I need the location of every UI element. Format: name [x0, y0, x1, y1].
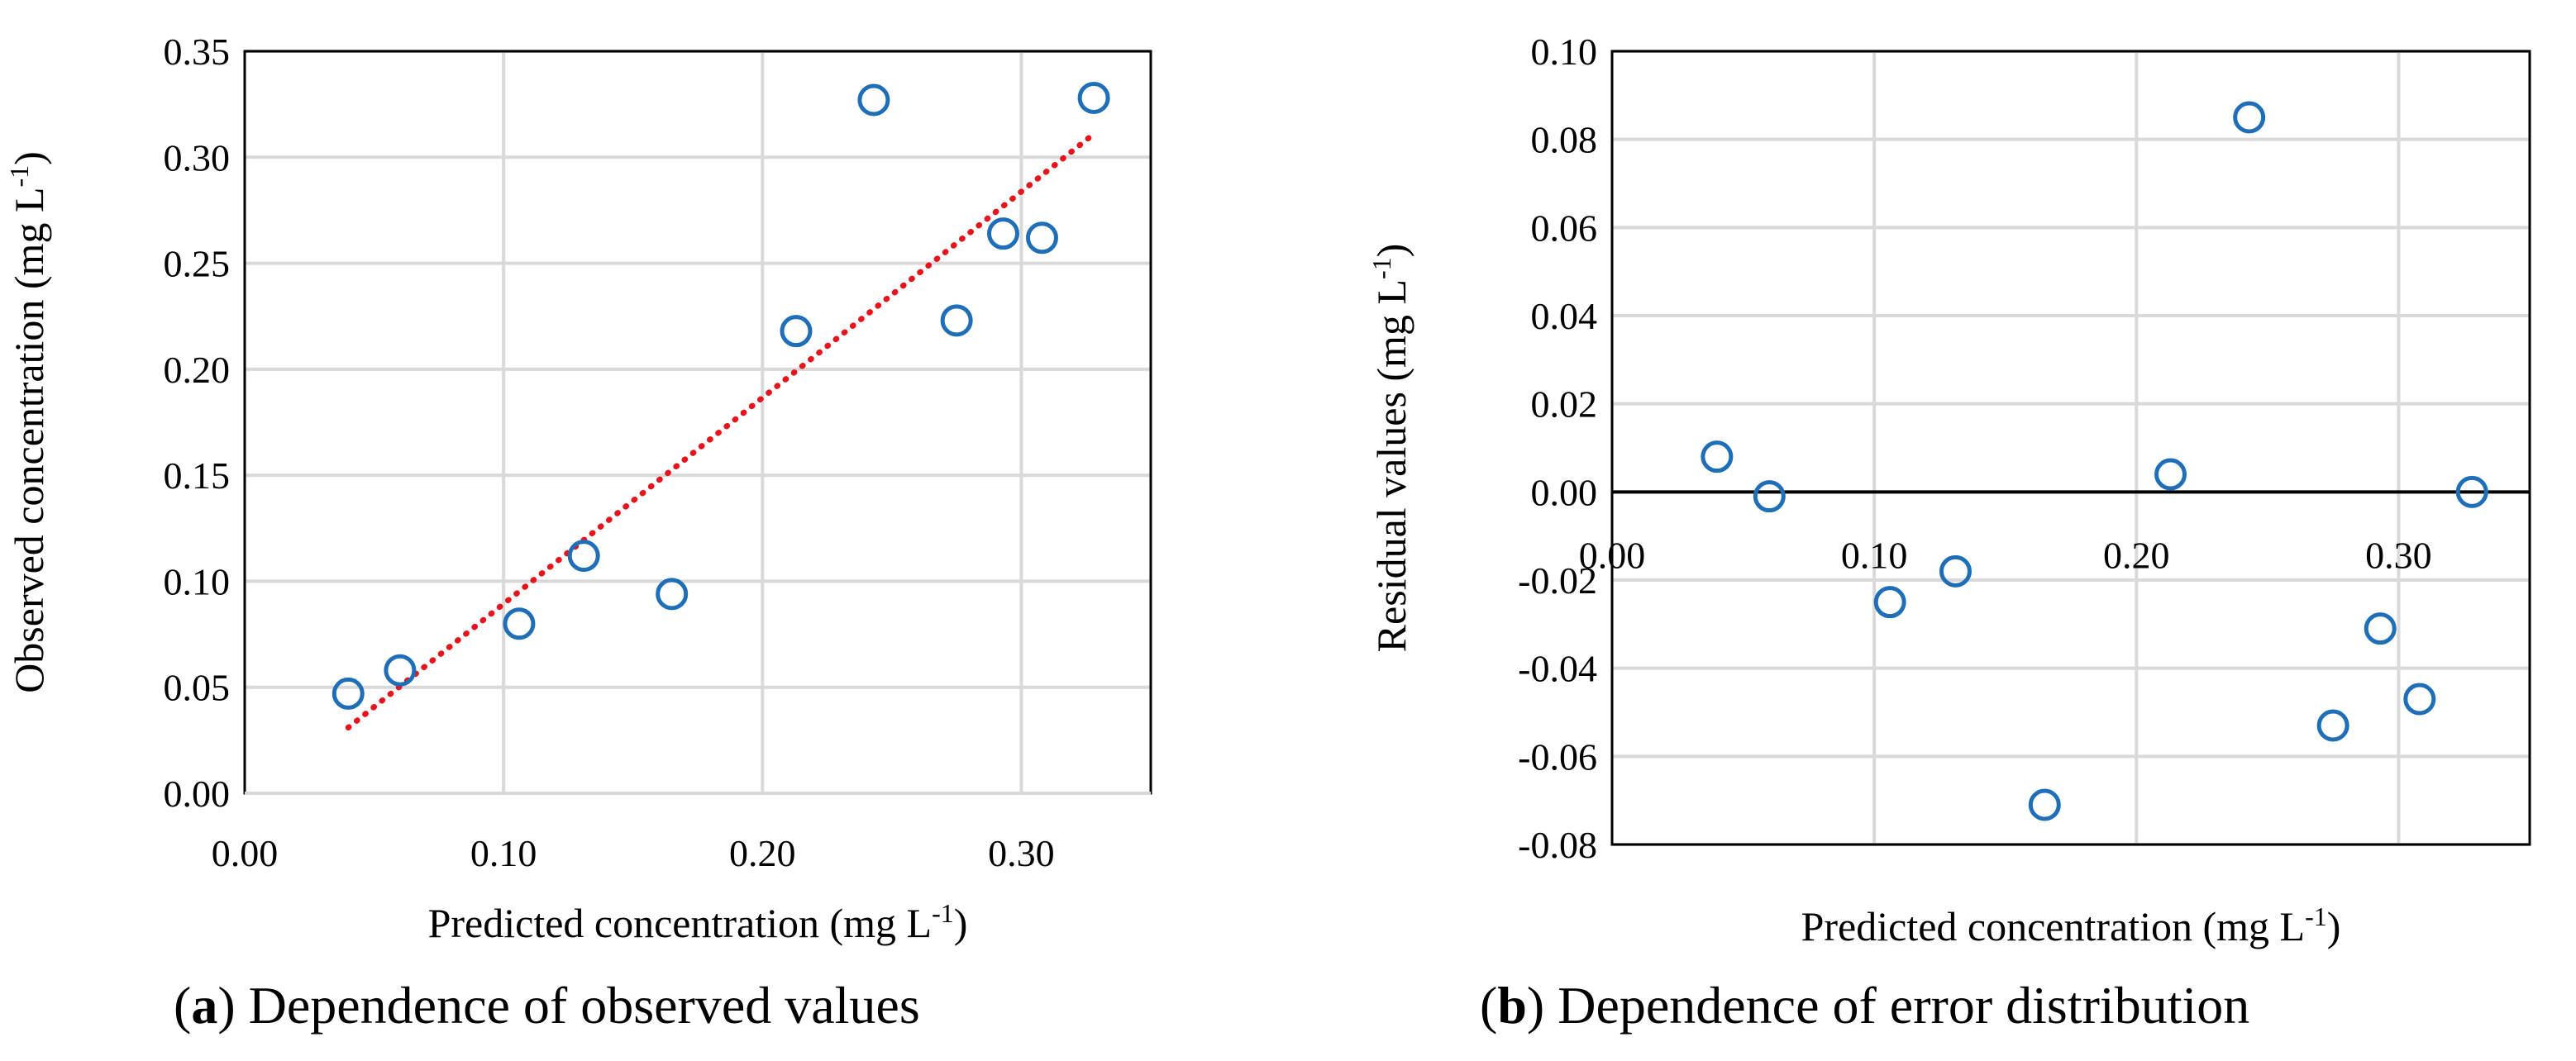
x-axis-title: Predicted concentration (mg L-1) [1801, 902, 2341, 949]
data-point [2028, 788, 2061, 821]
chart-residuals: -0.08-0.06-0.04-0.020.000.020.040.060.08… [1367, 31, 2531, 949]
data-point [987, 217, 1020, 250]
caption-a-text: Dependence of observed values [248, 976, 920, 1035]
y-tick-label: 0.00 [164, 773, 231, 815]
x-tick-label: 0.00 [212, 832, 279, 874]
data-point [780, 315, 813, 348]
trendline [345, 131, 1097, 730]
x-tick-label: 0.00 [1579, 534, 1646, 576]
data-point [656, 578, 689, 611]
y-tick-label: 0.00 [1531, 471, 1598, 513]
y-tick-label: 0.35 [164, 31, 231, 73]
data-point [503, 607, 536, 640]
chart-observed-vs-predicted: 0.00 0.05 0.10 0.15 0.20 0.25 0.30 0.35 0.00 0.10… [4, 31, 1152, 946]
data-point [857, 83, 890, 117]
x-axis-title: Predicted concentration (mg L-1) [428, 898, 968, 946]
data-point [1873, 586, 1906, 619]
y-axis-title: Residual values (mg L-1) [1367, 244, 1414, 653]
data-point [332, 677, 365, 710]
data-point [2455, 475, 2488, 508]
data-point [1753, 480, 1786, 513]
y-tick-label: 0.10 [1531, 31, 1598, 73]
caption-b-letter: b [1497, 976, 1527, 1035]
data-point [1025, 221, 1058, 255]
y-axis-title: Observed concentration (mg L-1) [4, 151, 52, 693]
data-point [2316, 709, 2349, 742]
caption-a-letter: a [191, 976, 218, 1035]
x-tick-label: 0.10 [470, 832, 537, 874]
y-tick-label: -0.02 [1518, 559, 1597, 602]
data-point [2233, 101, 2266, 134]
data-point [1077, 81, 1110, 114]
y-tick-label: -0.04 [1518, 648, 1597, 690]
y-tick-label: 0.25 [164, 243, 231, 285]
caption-b-text: Dependence of error distribution [1558, 976, 2250, 1035]
y-tick-label: 0.30 [164, 136, 231, 178]
plot-frame [243, 50, 1152, 795]
x-tick-label: 0.30 [988, 832, 1055, 874]
caption-b: (b) Dependence of error distribution [1480, 976, 2250, 1035]
x-tick-label: 0.10 [1841, 534, 1908, 576]
y-tick-label: -0.08 [1518, 824, 1597, 866]
y-tick-label: -0.06 [1518, 735, 1597, 778]
data-point [940, 304, 973, 337]
y-tick-label: 0.05 [164, 667, 231, 709]
caption-a: (a) Dependence of observed values [174, 976, 920, 1035]
y-tick-label: 0.20 [164, 349, 231, 391]
y-tick-label: 0.04 [1531, 295, 1598, 337]
y-tick-label: 0.10 [164, 560, 231, 602]
data-point [2154, 458, 2187, 491]
data-point [567, 540, 600, 573]
y-tick-label: 0.02 [1531, 383, 1598, 426]
data-point [1939, 554, 1972, 588]
x-tick-label: 0.30 [2365, 534, 2432, 576]
y-tick-label: 0.15 [164, 454, 231, 497]
data-point [2403, 683, 2436, 716]
y-tick-label: 0.08 [1531, 119, 1598, 161]
data-point [1701, 440, 1734, 473]
x-tick-label: 0.20 [2103, 534, 2170, 576]
plot-frame [1610, 50, 2531, 846]
x-tick-label: 0.20 [729, 832, 796, 874]
data-point [384, 654, 417, 687]
y-tick-label: 0.06 [1531, 207, 1598, 249]
data-point [2364, 612, 2397, 645]
